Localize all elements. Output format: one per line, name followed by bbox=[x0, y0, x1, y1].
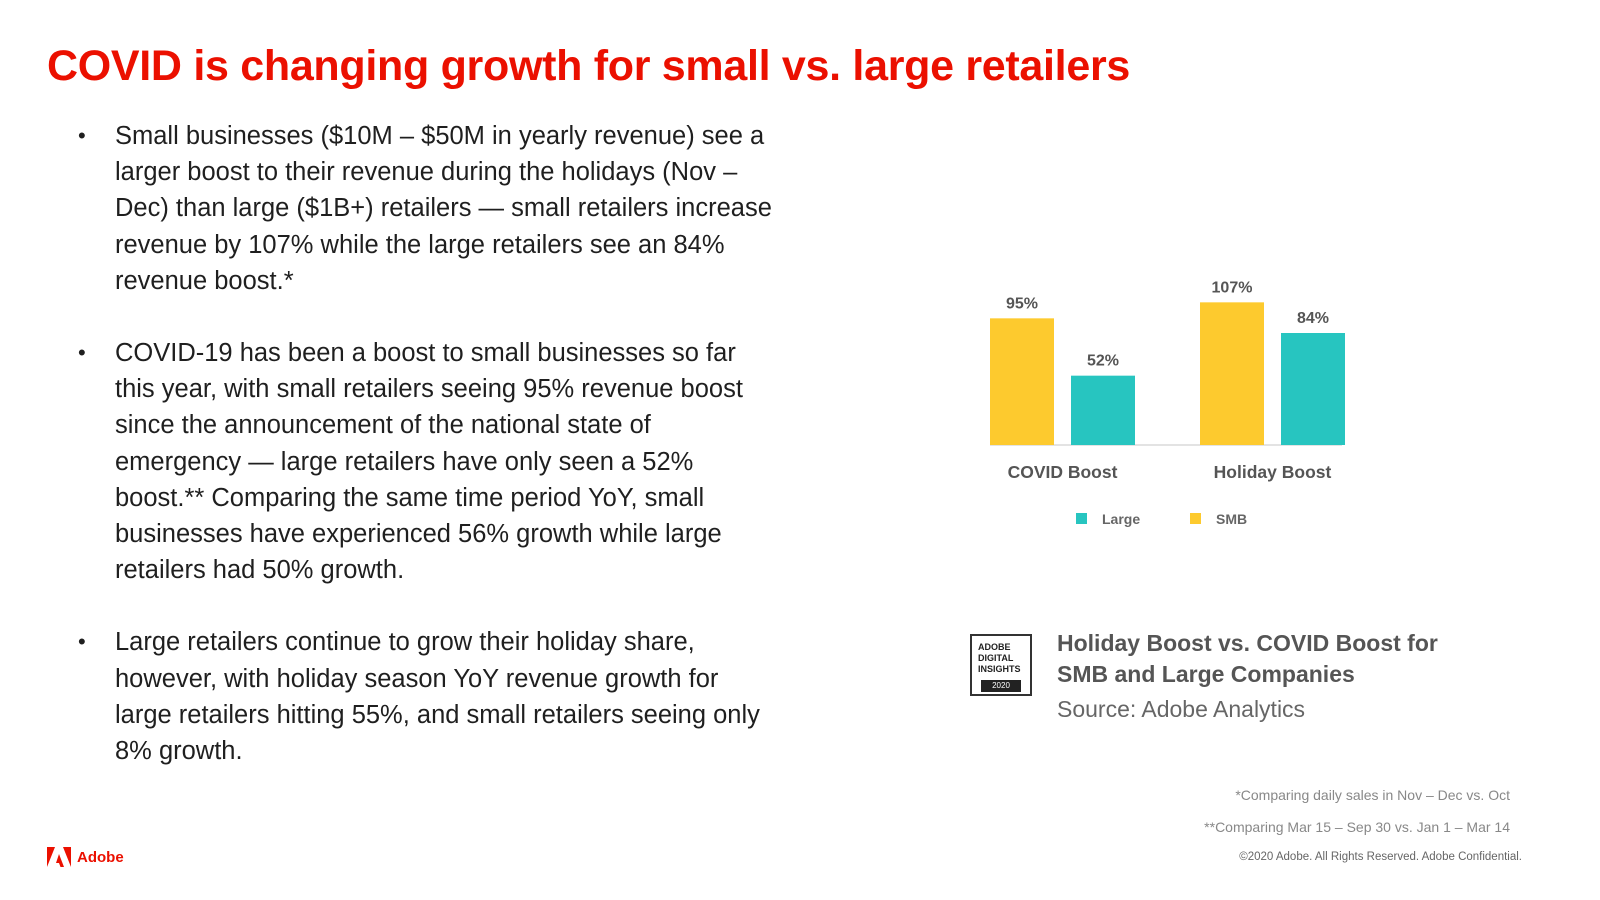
legend-swatch-smb bbox=[1190, 513, 1201, 524]
bullet-text: COVID-19 has been a boost to small busin… bbox=[115, 339, 743, 585]
bullet-item: • Small businesses ($10M – $50M in yearl… bbox=[78, 118, 778, 299]
bullet-dot-icon: • bbox=[78, 629, 86, 655]
footnote-2: **Comparing Mar 15 – Sep 30 vs. Jan 1 – … bbox=[1204, 819, 1510, 835]
bullet-item: • Large retailers continue to grow their… bbox=[78, 624, 778, 769]
adobe-logo-text: Adobe bbox=[77, 848, 124, 866]
bullet-dot-icon: • bbox=[78, 123, 86, 148]
legend-label-smb: SMB bbox=[1216, 511, 1247, 527]
data-label-smb-0: 95% bbox=[1006, 295, 1038, 312]
bar-large-1 bbox=[1281, 333, 1345, 445]
copyright-text: ©2020 Adobe. All Rights Reserved. Adobe … bbox=[1239, 851, 1522, 863]
adobe-logo-icon bbox=[47, 847, 71, 867]
bullet-list: • Small businesses ($10M – $50M in yearl… bbox=[78, 118, 778, 805]
badge-year: 2020 bbox=[981, 680, 1021, 692]
caption-source: Source: Adobe Analytics bbox=[1057, 696, 1306, 722]
adobe-digital-insights-badge-icon: ADOBE DIGITAL INSIGHTS 2020 bbox=[970, 634, 1032, 696]
legend-label-large: Large bbox=[1102, 511, 1140, 527]
legend-swatch-large bbox=[1076, 513, 1087, 524]
caption-title: Holiday Boost vs. COVID Boost for SMB an… bbox=[1057, 630, 1438, 687]
data-label-large-0: 52% bbox=[1087, 353, 1119, 370]
bullet-item: • COVID-19 has been a boost to small bus… bbox=[78, 335, 778, 588]
footnote-1: *Comparing daily sales in Nov – Dec vs. … bbox=[1235, 787, 1510, 803]
adobe-logo: Adobe bbox=[47, 847, 124, 867]
x-tick-label-1: Holiday Boost bbox=[1214, 462, 1332, 482]
data-label-smb-1: 107% bbox=[1212, 279, 1253, 296]
slide-title: COVID is changing growth for small vs. l… bbox=[47, 42, 1130, 90]
bar-chart: 95% 52% COVID Boost 107% 84% Holiday Boost Lar… bbox=[990, 279, 1410, 555]
x-tick-label-0: COVID Boost bbox=[1008, 462, 1118, 482]
bar-large-0 bbox=[1071, 375, 1135, 445]
bullet-text: Small businesses ($10M – $50M in yearly … bbox=[115, 122, 772, 295]
bar-smb-0 bbox=[990, 318, 1054, 445]
bullet-dot-icon: • bbox=[78, 340, 86, 366]
bullet-text: Large retailers continue to grow their h… bbox=[115, 628, 760, 766]
data-label-large-1: 84% bbox=[1297, 310, 1329, 327]
badge-text: ADOBE DIGITAL INSIGHTS bbox=[978, 642, 1021, 674]
bar-smb-1 bbox=[1200, 302, 1264, 445]
bar-chart-svg: 95% 52% COVID Boost 107% 84% Holiday Boost Lar… bbox=[990, 279, 1345, 527]
